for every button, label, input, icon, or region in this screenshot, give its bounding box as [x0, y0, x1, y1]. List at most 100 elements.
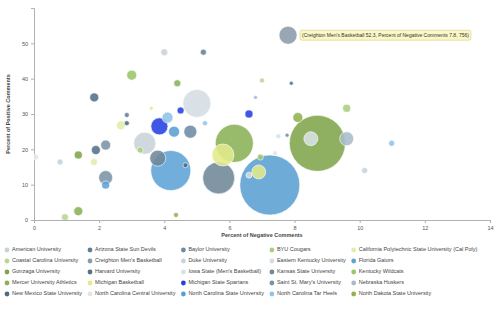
y-tick: 40	[22, 76, 34, 82]
legend-swatch	[88, 259, 93, 264]
bubbles	[34, 26, 395, 220]
legend-label: Arizona State Sun Devils	[95, 246, 156, 252]
legend-item: North Carolina Tar Heels	[270, 290, 338, 296]
legend-item: Coastal Carolina University	[5, 257, 79, 263]
legend-item: Duke University	[181, 257, 227, 263]
bubble	[340, 132, 354, 146]
legend-label: California Polytechnic State University …	[359, 246, 478, 252]
legend-label: Eastern Kentucky University	[277, 257, 346, 263]
x-tick: 10	[357, 220, 363, 231]
legend-item: Baylor University	[181, 246, 230, 252]
legend-swatch	[88, 292, 93, 297]
bubble	[246, 172, 252, 178]
x-tick-label: 0	[33, 225, 36, 231]
bubble	[116, 121, 125, 130]
legend-item: Eastern Kentucky University	[270, 257, 346, 263]
legend-item: Gonzaga University	[5, 268, 61, 274]
legend-item: Nebraska Huskers	[351, 279, 404, 285]
annotation-text: (Creighton Men's Basketball 52.3, Percen…	[302, 32, 469, 38]
legend-swatch	[5, 281, 10, 286]
legend-label: Kentucky Wildcats	[359, 268, 404, 274]
bubble	[124, 113, 129, 118]
x-tick-label: 8	[294, 225, 297, 231]
bubble	[90, 159, 97, 166]
x-tick-label: 4	[163, 225, 166, 231]
legend-label: Michigan State Spartans	[188, 279, 248, 285]
y-axis: 01020304050	[22, 9, 35, 224]
y-tick-label: 0	[25, 217, 28, 223]
bubble	[184, 125, 197, 138]
x-tick-mark	[425, 220, 426, 223]
legend-swatch	[270, 270, 275, 275]
bubble	[183, 89, 211, 117]
legend-swatch	[270, 292, 275, 297]
bubble	[74, 207, 83, 216]
bubble	[150, 150, 166, 166]
x-tick-label: 12	[422, 225, 428, 231]
bubble	[293, 113, 303, 123]
bubble	[362, 168, 368, 174]
y-tick-mark	[31, 185, 34, 186]
legend-label: North Carolina State University	[188, 290, 264, 296]
legend-swatch	[351, 292, 356, 297]
bubble	[257, 154, 263, 160]
legend-label: Mercer University Athletics	[12, 279, 77, 285]
x-tick-mark	[99, 220, 100, 223]
x-tick-label: 14	[487, 225, 493, 231]
legend-swatch	[351, 270, 356, 275]
legend-item: Creighton Men's Basketball	[88, 257, 162, 263]
y-tick-label: 30	[22, 111, 28, 117]
x-tick-label: 10	[357, 225, 363, 231]
legend-item: New Mexico State University	[5, 290, 83, 296]
bubble	[273, 151, 278, 156]
bubble	[245, 110, 253, 118]
legend-item: BYU Cougars	[270, 246, 311, 252]
legend-swatch	[88, 248, 93, 253]
legend-swatch	[5, 248, 10, 253]
bubble	[279, 26, 297, 44]
legend-swatch	[88, 270, 93, 275]
bubble	[276, 134, 281, 139]
bubble	[124, 121, 129, 126]
bubble	[74, 151, 82, 159]
bubble	[177, 107, 184, 114]
legend-label: North Carolina Tar Heels	[277, 290, 337, 296]
bubble	[127, 70, 137, 80]
legend-label: Florida Gators	[359, 257, 394, 263]
legend-swatch	[5, 292, 10, 297]
legend-item: American University	[5, 246, 62, 252]
legend-swatch	[5, 270, 10, 275]
legend-label: Coastal Carolina University	[12, 257, 79, 263]
legend-label: American University	[12, 246, 61, 252]
bubble	[203, 162, 235, 194]
bubble	[389, 140, 395, 146]
legend-label: BYU Cougars	[277, 246, 311, 252]
y-tick: 30	[22, 111, 34, 117]
legend-label: North Dakota State University	[359, 290, 432, 296]
y-tick-mark	[31, 79, 34, 80]
legend-label: Harvard University	[95, 268, 140, 274]
legend-item: Michigan State Spartans	[181, 279, 249, 285]
legend-swatch	[270, 248, 275, 253]
legend-label: Iowa State (Men's Basketball)	[188, 268, 261, 274]
y-tick-mark	[31, 149, 34, 150]
y-tick-mark	[31, 114, 34, 115]
legend-label: Nebraska Huskers	[359, 279, 404, 285]
x-tick: 4	[163, 220, 166, 231]
legend-item: North Carolina State University	[181, 290, 264, 296]
bubble	[304, 132, 318, 146]
legend-swatch	[88, 281, 93, 286]
legend-label: Saint St. Mary's University	[277, 279, 341, 285]
bubble	[149, 106, 153, 110]
legend-label: New Mexico State University	[12, 290, 82, 296]
bubble	[162, 112, 173, 123]
bubble	[343, 104, 351, 112]
annotation-box	[300, 30, 471, 40]
bubble	[183, 163, 188, 168]
y-tick-mark	[31, 43, 34, 44]
bubble	[240, 155, 300, 215]
x-tick-label: 6	[228, 225, 231, 231]
bubble	[91, 146, 100, 155]
x-tick-mark	[229, 220, 230, 223]
legend-item: North Dakota State University	[351, 290, 431, 296]
